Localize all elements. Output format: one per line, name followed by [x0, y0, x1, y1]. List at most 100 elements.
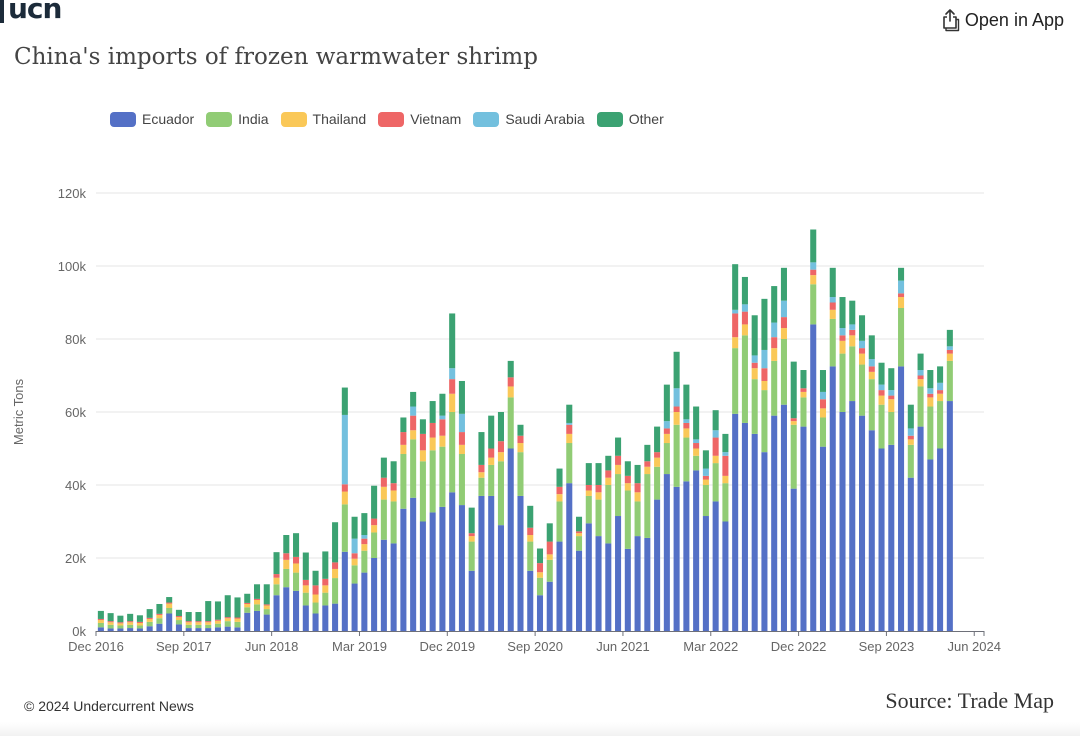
bar-segment-vietnam[interactable] — [224, 617, 231, 619]
bar-segment-ecuador[interactable] — [380, 539, 387, 631]
bar-segment-other[interactable] — [341, 387, 348, 415]
bar-segment-india[interactable] — [546, 559, 553, 582]
bar-segment-vietnam[interactable] — [293, 556, 300, 564]
bar-segment-thailand[interactable] — [790, 421, 797, 425]
bar-segment-other[interactable] — [302, 552, 309, 580]
bar-segment-india[interactable] — [419, 461, 426, 522]
bar-segment-india[interactable] — [97, 622, 104, 628]
bar-segment-ecuador[interactable] — [702, 516, 709, 631]
bar-segment-other[interactable] — [790, 361, 797, 419]
bar-segment-india[interactable] — [312, 602, 319, 614]
bar-segment-vietnam[interactable] — [702, 475, 709, 480]
bar-segment-saudi-arabia[interactable] — [868, 359, 875, 367]
bar-segment-other[interactable] — [576, 516, 583, 532]
bar-segment-other[interactable] — [322, 551, 329, 579]
bar-segment-ecuador[interactable] — [312, 613, 319, 631]
bar-segment-ecuador[interactable] — [566, 483, 573, 631]
bar-segment-saudi-arabia[interactable] — [663, 421, 670, 429]
bar-segment-india[interactable] — [702, 485, 709, 517]
bar-segment-ecuador[interactable] — [585, 523, 592, 631]
bar-segment-vietnam[interactable] — [351, 553, 358, 559]
bar-segment-thailand[interactable] — [439, 435, 446, 447]
bar-segment-saudi-arabia[interactable] — [810, 262, 817, 270]
bar-segment-india[interactable] — [107, 624, 114, 629]
bar-segment-saudi-arabia[interactable] — [839, 328, 846, 336]
bar-segment-vietnam[interactable] — [312, 585, 319, 595]
bar-segment-vietnam[interactable] — [556, 486, 563, 495]
bar-segment-other[interactable] — [351, 516, 358, 539]
bar-segment-saudi-arabia[interactable] — [341, 414, 348, 485]
bar-segment-thailand[interactable] — [536, 572, 544, 578]
bar-segment-ecuador[interactable] — [146, 626, 153, 631]
bar-segment-vietnam[interactable] — [439, 419, 446, 436]
bar-segment-vietnam[interactable] — [253, 598, 261, 600]
bar-segment-thailand[interactable] — [214, 620, 221, 624]
bar-segment-india[interactable] — [917, 386, 924, 427]
bar-segment-thailand[interactable] — [273, 577, 280, 585]
bar-segment-vietnam[interactable] — [868, 366, 875, 372]
bar-segment-india[interactable] — [371, 532, 378, 558]
bar-segment-thailand[interactable] — [312, 594, 319, 603]
bar-segment-vietnam[interactable] — [780, 317, 787, 329]
bar-segment-ecuador[interactable] — [175, 624, 182, 631]
bar-segment-thailand[interactable] — [332, 568, 339, 579]
bar-segment-other[interactable] — [937, 366, 944, 383]
bar-segment-other[interactable] — [634, 464, 641, 484]
bar-segment-saudi-arabia[interactable] — [712, 430, 719, 438]
bar-segment-thailand[interactable] — [341, 491, 348, 505]
bar-segment-ecuador[interactable] — [497, 525, 504, 631]
bar-segment-india[interactable] — [175, 620, 182, 625]
bar-segment-india[interactable] — [507, 397, 514, 449]
bar-segment-india[interactable] — [946, 360, 953, 402]
bar-segment-other[interactable] — [702, 450, 709, 469]
bar-segment-other[interactable] — [253, 584, 261, 599]
bar-segment-vietnam[interactable] — [136, 621, 143, 623]
bar-segment-ecuador[interactable] — [214, 627, 221, 631]
bar-segment-vietnam[interactable] — [166, 602, 173, 604]
bar-segment-india[interactable] — [351, 565, 358, 584]
bar-segment-thailand[interactable] — [654, 457, 661, 467]
bar-segment-ecuador[interactable] — [907, 477, 914, 631]
bar-segment-ecuador[interactable] — [644, 537, 651, 631]
bar-segment-thailand[interactable] — [907, 439, 914, 445]
bar-segment-saudi-arabia[interactable] — [898, 280, 905, 294]
bar-segment-vietnam[interactable] — [644, 461, 651, 467]
bar-segment-vietnam[interactable] — [741, 311, 748, 325]
bar-segment-india[interactable] — [166, 608, 173, 614]
bar-segment-vietnam[interactable] — [615, 455, 622, 465]
bar-segment-thailand[interactable] — [917, 379, 924, 387]
bar-segment-thailand[interactable] — [683, 428, 690, 438]
bar-segment-thailand[interactable] — [829, 309, 836, 319]
bar-segment-india[interactable] — [673, 424, 680, 487]
bar-segment-thailand[interactable] — [732, 337, 739, 349]
bar-segment-vietnam[interactable] — [458, 432, 465, 445]
bar-segment-vietnam[interactable] — [722, 455, 729, 476]
bar-segment-thailand[interactable] — [741, 324, 748, 336]
bar-segment-thailand[interactable] — [634, 492, 641, 502]
bar-segment-india[interactable] — [332, 578, 339, 604]
bar-segment-india[interactable] — [341, 504, 348, 552]
bar-segment-india[interactable] — [400, 453, 407, 509]
bar-segment-ecuador[interactable] — [780, 404, 787, 631]
bar-segment-vietnam[interactable] — [429, 422, 436, 438]
bar-segment-ecuador[interactable] — [810, 324, 817, 631]
bar-segment-vietnam[interactable] — [390, 483, 397, 491]
bar-segment-ecuador[interactable] — [878, 448, 885, 632]
bar-segment-ecuador[interactable] — [195, 628, 202, 631]
bar-segment-thailand[interactable] — [663, 433, 670, 444]
bar-segment-india[interactable] — [458, 453, 465, 506]
bar-segment-india[interactable] — [810, 284, 817, 325]
bar-segment-india[interactable] — [663, 443, 670, 475]
bar-segment-ecuador[interactable] — [937, 448, 944, 632]
bar-segment-vietnam[interactable] — [732, 313, 739, 338]
bar-segment-india[interactable] — [761, 390, 768, 453]
bar-segment-ecuador[interactable] — [107, 628, 114, 631]
bar-segment-india[interactable] — [644, 474, 651, 538]
bar-segment-india[interactable] — [234, 621, 241, 628]
bar-segment-ecuador[interactable] — [341, 551, 348, 631]
bar-segment-thailand[interactable] — [419, 450, 426, 462]
bar-segment-other[interactable] — [683, 384, 690, 420]
bar-segment-other[interactable] — [146, 609, 153, 618]
bar-segment-ecuador[interactable] — [127, 628, 134, 631]
bar-segment-vietnam[interactable] — [927, 393, 934, 398]
